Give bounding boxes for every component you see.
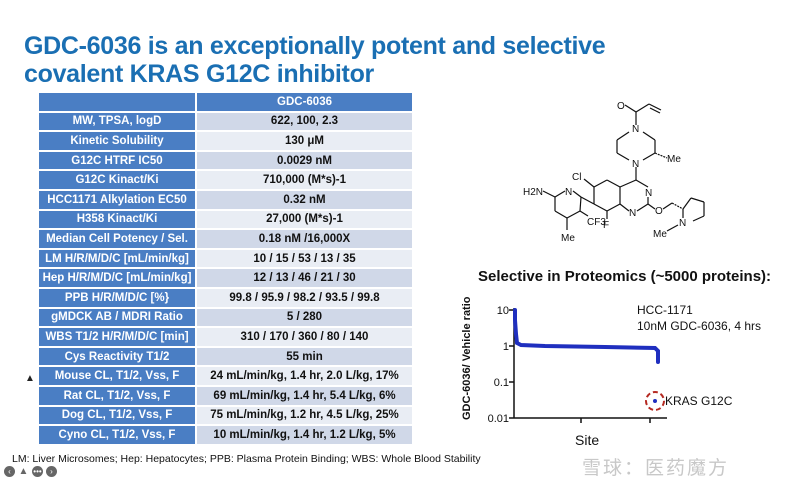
row-label: Dog CL, T1/2, Vss, F (39, 406, 197, 425)
table-row: Rat CL, T1/2, Vss, F 69 mL/min/kg, 1.4 h… (39, 386, 412, 405)
y-tick-label: 1 (503, 341, 509, 353)
table-row: H358 Kinact/Ki 27,000 (M*s)-1 (39, 210, 412, 229)
atom-label: CF3 (587, 217, 606, 228)
row-value: 710,000 (M*s)-1 (197, 171, 412, 189)
atom-label: N (679, 218, 686, 229)
row-value: 24 mL/min/kg, 1.4 hr, 2.0 L/kg, 17% (197, 367, 412, 385)
table-row: Cys Reactivity T1/2 55 min (39, 347, 412, 366)
row-value: 10 / 15 / 53 / 13 / 35 (197, 249, 412, 268)
mouse-cursor-icon: ▲ (25, 373, 35, 384)
menu-icon[interactable]: ••• (32, 466, 43, 477)
table-row: Dog CL, T1/2, Vss, F 75 mL/min/kg, 1.2 h… (39, 406, 412, 425)
table-row: G12C Kinact/Ki 710,000 (M*s)-1 (39, 171, 412, 189)
table-row: MW, TPSA, logD 622, 100, 2.3 (39, 112, 412, 131)
slide-nav-controls: ‹ ▲ ••• › (4, 466, 57, 477)
row-value: 130 μM (197, 132, 412, 150)
row-label: WBS T1/2 H/R/M/D/C [min] (39, 328, 197, 346)
footnote: LM: Liver Microsomes; Hep: Hepatocytes; … (12, 453, 481, 465)
row-label: MW, TPSA, logD (39, 112, 197, 131)
y-tick-label: 0.1 (494, 377, 509, 389)
row-label: Mouse CL, T1/2, Vss, F (39, 367, 197, 385)
table-row: gMDCK AB / MDRI Ratio 5 / 280 (39, 308, 412, 327)
properties-table: GDC-6036 MW, TPSA, logD 622, 100, 2.3 Ki… (39, 91, 412, 446)
table-row: Kinetic Solubility 130 μM (39, 132, 412, 150)
table-row: Mouse CL, T1/2, Vss, F 24 mL/min/kg, 1.4… (39, 367, 412, 385)
atom-label: O (655, 206, 663, 217)
row-label: Kinetic Solubility (39, 132, 197, 150)
proteomics-chart: 10 1 0.1 0.01 GDC-6036/ Vehicle ratio Si… (461, 296, 761, 448)
table-row: PPB H/R/M/D/C [%} 99.8 / 95.9 / 98.2 / 9… (39, 288, 412, 307)
atom-label: N (632, 124, 639, 135)
atom-label: N (629, 208, 636, 219)
row-label: Cyno CL, T1/2, Vss, F (39, 426, 197, 444)
row-label: LM H/R/M/D/C [mL/min/kg] (39, 249, 197, 268)
row-value: 622, 100, 2.3 (197, 112, 412, 131)
y-axis-label: GDC-6036/ Vehicle ratio (461, 296, 473, 420)
atom-label: H2N (523, 187, 543, 198)
row-label: HCC1171 Alkylation EC50 (39, 190, 197, 209)
atom-label: F (603, 220, 609, 231)
row-value: 69 mL/min/kg, 1.4 hr, 5.4 L/kg, 6% (197, 386, 412, 405)
atom-label: Me (667, 154, 681, 165)
title-line-1: GDC-6036 is an exceptionally potent and … (24, 32, 606, 60)
row-value: 99.8 / 95.9 / 98.2 / 93.5 / 99.8 (197, 288, 412, 307)
header-label-cell (39, 93, 197, 111)
row-label: Median Cell Potency / Sel. (39, 230, 197, 248)
row-label: G12C Kinact/Ki (39, 171, 197, 189)
atom-label: O (617, 101, 625, 112)
table-header: GDC-6036 (39, 93, 412, 111)
watermark: 雪球：医药魔方 (582, 458, 730, 479)
title-line-2: covalent KRAS G12C inhibitor (24, 60, 374, 88)
row-value: 5 / 280 (197, 308, 412, 327)
atom-label: N (632, 159, 639, 170)
y-tick-label: 0.01 (488, 413, 509, 425)
table-row: HCC1171 Alkylation EC50 0.32 nM (39, 190, 412, 209)
row-value: 0.0029 nM (197, 151, 412, 170)
table-row: Hep H/R/M/D/C [mL/min/kg] 12 / 13 / 46 /… (39, 269, 412, 287)
proteome-data-series (513, 308, 660, 364)
atom-label: Cl (572, 172, 581, 183)
atom-label: N (565, 187, 572, 198)
table-row: Median Cell Potency / Sel. 0.18 nM /16,0… (39, 230, 412, 248)
y-tick-label: 10 (497, 305, 509, 317)
slide-title: GDC-6036 is an exceptionally potent and … (24, 32, 606, 88)
table-row: LM H/R/M/D/C [mL/min/kg] 10 / 15 / 53 / … (39, 249, 412, 268)
row-value: 0.18 nM /16,000X (197, 230, 412, 248)
kras-g12c-point (653, 399, 657, 403)
chart-annotation-cell-line: HCC-1171 (637, 303, 693, 317)
x-axis-label: Site (575, 432, 599, 448)
row-value: 10 mL/min/kg, 1.4 hr, 1.2 L/kg, 5% (197, 426, 412, 444)
atom-label: Me (653, 229, 667, 240)
row-value: 310 / 170 / 360 / 80 / 140 (197, 328, 412, 346)
table-row: G12C HTRF IC50 0.0029 nM (39, 151, 412, 170)
row-value: 27,000 (M*s)-1 (197, 210, 412, 229)
row-label: G12C HTRF IC50 (39, 151, 197, 170)
row-label: Hep H/R/M/D/C [mL/min/kg] (39, 269, 197, 287)
row-value: 55 min (197, 347, 412, 366)
row-label: Cys Reactivity T1/2 (39, 347, 197, 366)
table-row: Cyno CL, T1/2, Vss, F 10 mL/min/kg, 1.4 … (39, 426, 412, 444)
row-value: 0.32 nM (197, 190, 412, 209)
row-label: PPB H/R/M/D/C [%} (39, 288, 197, 307)
chemical-structure-diagram: O N N Me N N O N Me Cl N H2N F CF3 Me (523, 101, 705, 244)
row-label: H358 Kinact/Ki (39, 210, 197, 229)
kras-callout-circle (645, 391, 665, 411)
chart-title: Selective in Proteomics (~5000 proteins)… (478, 268, 772, 285)
row-value: 12 / 13 / 46 / 21 / 30 (197, 269, 412, 287)
table-row: WBS T1/2 H/R/M/D/C [min] 310 / 170 / 360… (39, 328, 412, 346)
next-slide-icon[interactable]: › (46, 466, 57, 477)
chart-annotation-treatment: 10nM GDC-6036, 4 hrs (637, 319, 761, 333)
previous-slide-icon[interactable]: ‹ (4, 466, 15, 477)
row-value: 75 mL/min/kg, 1.2 hr, 4.5 L/kg, 25% (197, 406, 412, 425)
row-label: gMDCK AB / MDRI Ratio (39, 308, 197, 327)
header-compound: GDC-6036 (197, 93, 412, 111)
atom-label: N (645, 188, 652, 199)
row-label: Rat CL, T1/2, Vss, F (39, 386, 197, 405)
kras-label: KRAS G12C (665, 394, 733, 408)
pen-tool-icon[interactable]: ▲ (18, 466, 29, 477)
atom-label: Me (561, 233, 575, 244)
